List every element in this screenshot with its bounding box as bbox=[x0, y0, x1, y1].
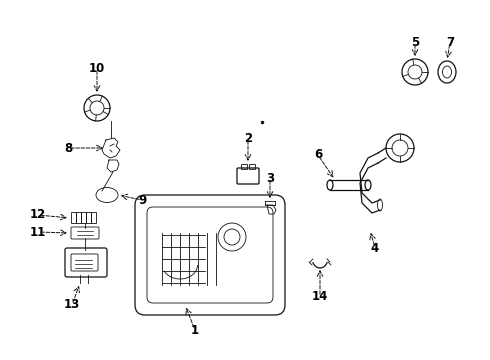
Text: 1: 1 bbox=[191, 324, 199, 337]
Text: 7: 7 bbox=[446, 36, 454, 49]
Text: 10: 10 bbox=[89, 62, 105, 75]
Text: 8: 8 bbox=[64, 141, 72, 154]
Text: 11: 11 bbox=[30, 225, 46, 238]
Text: 2: 2 bbox=[244, 131, 252, 144]
Text: 4: 4 bbox=[371, 242, 379, 255]
Text: 13: 13 bbox=[64, 298, 80, 311]
Text: 6: 6 bbox=[314, 148, 322, 162]
Text: 3: 3 bbox=[266, 171, 274, 184]
Text: 9: 9 bbox=[138, 194, 146, 207]
Text: 12: 12 bbox=[30, 208, 46, 221]
Text: 14: 14 bbox=[312, 291, 328, 303]
Text: 5: 5 bbox=[411, 36, 419, 49]
